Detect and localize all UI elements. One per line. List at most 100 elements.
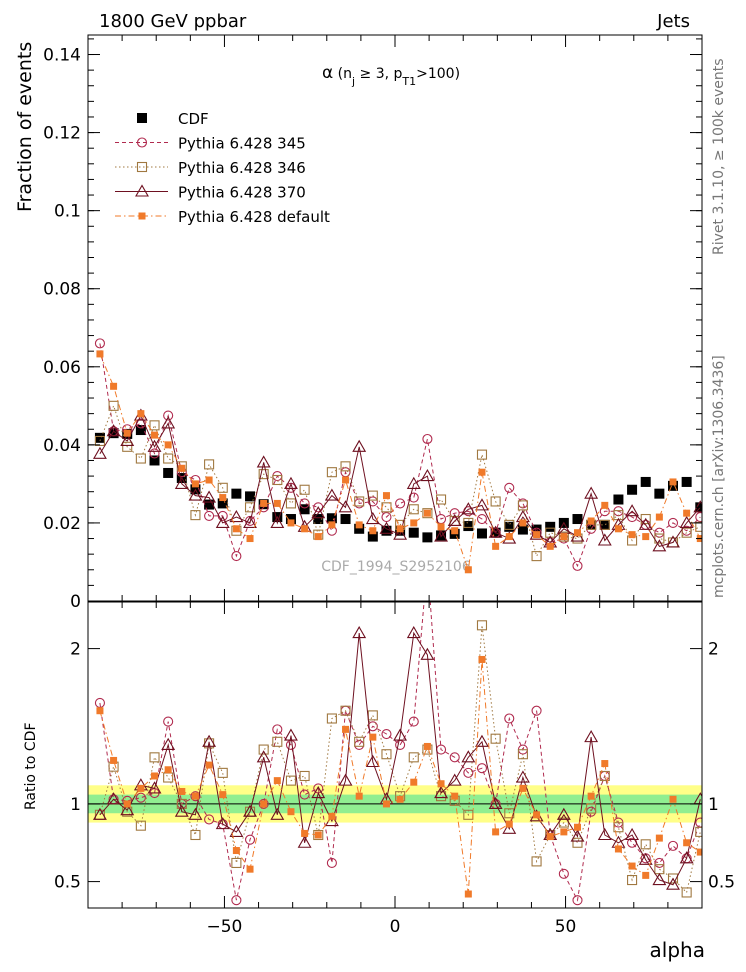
main-point-1-39 xyxy=(627,512,638,523)
ratio-point-4-13 xyxy=(273,777,281,785)
main-point-4-39 xyxy=(628,531,636,539)
ratio-point-1-19 xyxy=(354,739,365,750)
main-point-4-31 xyxy=(519,519,527,527)
ratio-point-3-35 xyxy=(570,829,585,842)
ratio-point-4-8 xyxy=(205,761,213,769)
ratio-point-4-41 xyxy=(655,834,663,842)
main-point-3-21 xyxy=(379,521,394,534)
ratio-point-2-3 xyxy=(135,820,146,831)
main-point-2-18 xyxy=(340,461,351,472)
main-point-2-44 xyxy=(695,521,702,532)
main-point-0-27 xyxy=(463,521,474,532)
main-point-4-26 xyxy=(451,527,459,535)
main-point-3-26 xyxy=(447,513,462,527)
ratio-point-3-22 xyxy=(393,728,408,741)
ratio-point-3-36 xyxy=(584,730,599,743)
main-point-3-28 xyxy=(475,498,489,511)
main-point-4-42 xyxy=(669,478,677,486)
main-point-0-23 xyxy=(408,527,419,538)
main-ytick-label-0: 0 xyxy=(70,592,81,612)
ratio-ytick-label-2: 2 xyxy=(70,640,81,660)
ratio-point-3-41 xyxy=(652,872,667,886)
main-point-4-27 xyxy=(464,566,472,574)
ratio-xtick-label-0: −50 xyxy=(206,917,242,937)
main-y-label: Fraction of events xyxy=(14,42,36,212)
ratio-point-1-34 xyxy=(558,868,569,879)
main-point-2-8 xyxy=(204,459,215,470)
main-point-0-15 xyxy=(299,504,310,515)
main-point-4-18 xyxy=(342,476,350,484)
main-point-0-28 xyxy=(476,528,487,539)
ratio-point-2-10 xyxy=(231,857,242,869)
legend: CDF Pythia 6.428 345 Pythia 6.428 346 Pythi… xyxy=(115,110,330,226)
legend-label-2: Pythia 6.428 346 xyxy=(178,159,306,177)
legend-marker-3 xyxy=(135,184,149,197)
main-point-1-23 xyxy=(408,492,419,503)
main-point-0-38 xyxy=(613,494,624,505)
mcplots-label: mcplots.cern.ch [arXiv:1306.3436] xyxy=(711,355,727,598)
ratio-point-1-20 xyxy=(367,721,378,732)
ratio-point-1-8 xyxy=(204,814,215,825)
ratio-xtick-label-1: 0 xyxy=(390,917,401,937)
ratio-point-4-31 xyxy=(519,784,527,792)
main-point-3-19 xyxy=(352,439,367,452)
ratio-point-4-11 xyxy=(246,865,254,873)
main-point-1-42 xyxy=(667,517,679,528)
ratio-point-3-13 xyxy=(270,807,285,820)
ratio-point-3-31 xyxy=(515,770,530,783)
ratio-point-4-10 xyxy=(232,847,240,855)
main-point-4-20 xyxy=(369,527,377,535)
main-point-4-43 xyxy=(683,509,691,517)
ratio-point-3-12 xyxy=(256,750,271,763)
ratio-point-1-41 xyxy=(654,857,665,869)
ratio-point-2-6 xyxy=(176,798,187,809)
ratio-point-3-27 xyxy=(461,750,476,763)
main-point-4-24 xyxy=(423,509,431,517)
ratio-point-3-40 xyxy=(638,852,653,865)
ratio-point-4-20 xyxy=(369,733,377,741)
main-point-4-7 xyxy=(191,480,199,488)
ratio-point-4-25 xyxy=(437,780,445,788)
ratio-panel: 0.5 0.5 1 1 2 2 −50 0 50 xyxy=(54,601,735,937)
legend-marker-2 xyxy=(136,161,148,173)
ratio-point-4-3 xyxy=(137,784,145,792)
ratio-point-1-42 xyxy=(667,840,679,851)
main-point-3-27 xyxy=(461,502,476,515)
ratio-point-2-43 xyxy=(681,887,692,898)
ratio-point-3-25 xyxy=(434,785,448,799)
main-point-1-26 xyxy=(449,508,460,519)
ratio-point-2-23 xyxy=(408,752,419,763)
ratio-point-4-34 xyxy=(560,828,568,836)
main-point-2-11 xyxy=(244,502,256,513)
main-point-0-16 xyxy=(313,514,324,525)
main-point-0-21 xyxy=(381,525,392,536)
main-point-4-21 xyxy=(382,492,390,500)
ratio-point-3-28 xyxy=(475,734,489,747)
main-point-4-2 xyxy=(123,429,131,437)
main-point-4-19 xyxy=(355,521,363,529)
ratio-point-2-21 xyxy=(381,749,392,760)
ratio-point-2-32 xyxy=(531,856,542,867)
main-point-4-15 xyxy=(301,525,309,533)
main-point-4-6 xyxy=(178,464,186,472)
ratio-point-3-4 xyxy=(147,781,162,794)
rivet-label: Rivet 3.1.10, ≥ 100k events xyxy=(711,58,727,255)
ratio-point-4-19 xyxy=(355,792,363,800)
ratio-point-2-15 xyxy=(299,770,310,782)
ratio-frame xyxy=(87,601,703,909)
main-point-2-14 xyxy=(285,498,297,509)
main-point-4-8 xyxy=(205,476,213,484)
ratio-point-3-26 xyxy=(447,773,462,786)
main-series-line-1 xyxy=(99,343,701,568)
ratio-point-4-26 xyxy=(451,792,459,800)
main-point-0-18 xyxy=(340,514,351,525)
legend-label-0: CDF xyxy=(178,110,209,128)
ratio-point-4-44 xyxy=(696,848,702,856)
main-point-4-38 xyxy=(614,525,622,533)
ratio-point-3-7 xyxy=(188,807,203,820)
ratio-point-4-35 xyxy=(573,823,581,831)
ratio-point-1-11 xyxy=(244,834,256,845)
main-point-0-11 xyxy=(245,491,256,502)
main-point-2-32 xyxy=(531,551,542,562)
header-left: 1800 GeV ppbar xyxy=(99,11,247,32)
